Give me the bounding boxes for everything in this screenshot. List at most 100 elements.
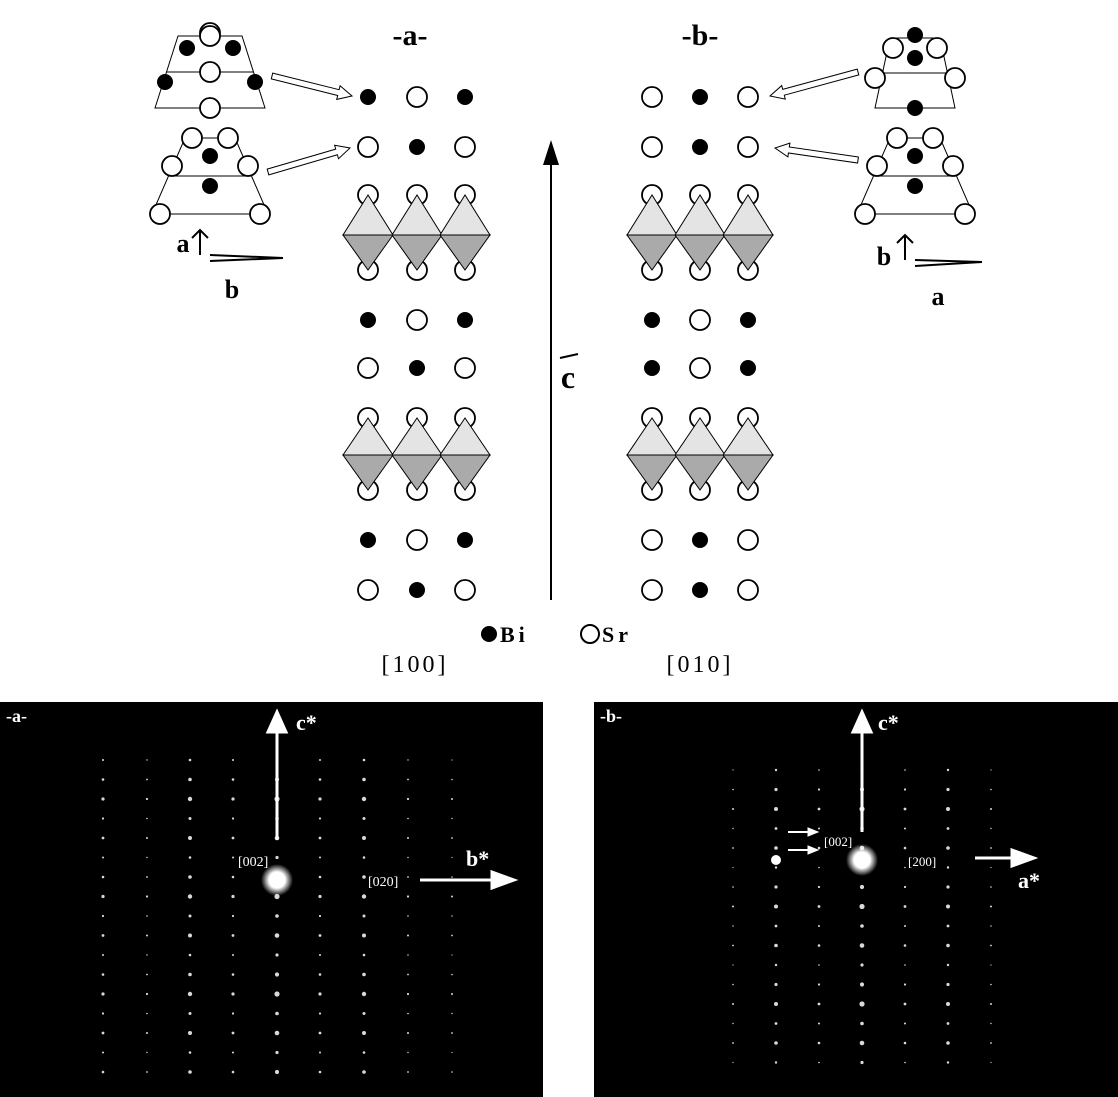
axis-label: c — [561, 359, 575, 395]
spot — [407, 876, 409, 878]
spot — [818, 1023, 820, 1025]
spot — [102, 778, 105, 781]
spot — [146, 818, 148, 820]
spot — [904, 886, 906, 888]
bi-atom — [692, 532, 708, 548]
octahedron-bottom — [343, 235, 393, 270]
spot — [407, 818, 409, 820]
spot — [732, 984, 734, 986]
axis-label: b* — [466, 846, 489, 871]
spot — [319, 1012, 321, 1014]
sr-atom — [738, 137, 758, 157]
spot — [102, 1012, 104, 1014]
spot — [102, 1071, 105, 1074]
spot — [904, 983, 906, 985]
spot — [904, 964, 906, 966]
spot — [818, 983, 820, 985]
spot — [101, 797, 104, 800]
spot — [990, 945, 992, 947]
spot — [232, 1052, 234, 1054]
spot — [451, 896, 453, 898]
zone-axis: [100] — [382, 652, 449, 678]
sr-atom — [358, 358, 378, 378]
spot — [774, 1002, 778, 1006]
spot — [319, 934, 322, 937]
spot-label: [002] — [238, 855, 268, 870]
spot-label: [002] — [824, 834, 852, 849]
spot — [407, 798, 409, 800]
spot-label: [200] — [908, 854, 936, 869]
spot — [188, 797, 192, 801]
spot — [774, 788, 777, 791]
sr-atom — [855, 204, 875, 224]
axis-arrow — [915, 262, 982, 266]
bi-atom — [907, 148, 923, 164]
spot — [146, 954, 147, 955]
sr-atom — [690, 310, 710, 330]
spot — [189, 915, 192, 918]
bi-atom — [409, 360, 425, 376]
spot — [146, 798, 148, 800]
spot — [818, 828, 820, 830]
spot — [451, 935, 453, 937]
spot — [362, 1070, 366, 1074]
spot — [275, 933, 280, 938]
octahedron-top — [675, 195, 725, 235]
octahedron-bottom — [627, 235, 677, 270]
spot — [774, 846, 778, 850]
sr-atom — [455, 137, 475, 157]
octahedron-bottom — [627, 455, 677, 490]
spot — [947, 866, 949, 868]
spot — [188, 1070, 192, 1074]
spot — [318, 895, 321, 898]
spot — [732, 1042, 734, 1044]
spot — [188, 992, 192, 996]
spot — [451, 1071, 453, 1073]
spot — [451, 1013, 452, 1014]
axis-label: c* — [296, 710, 317, 735]
spot — [774, 807, 778, 811]
sr-atom — [455, 358, 475, 378]
spot — [362, 894, 366, 898]
spot — [407, 935, 409, 937]
axis-label: a — [932, 282, 945, 311]
spot — [232, 837, 235, 840]
pointer-arrow — [775, 143, 858, 163]
spot — [363, 817, 366, 820]
spot — [451, 1052, 452, 1053]
sr-atom — [923, 128, 943, 148]
spot — [946, 905, 950, 909]
spot — [319, 778, 322, 781]
spot — [362, 1031, 366, 1035]
axis-label: c* — [878, 710, 899, 735]
spot — [319, 1071, 322, 1074]
octahedron-bottom — [723, 235, 773, 270]
spot — [319, 1032, 322, 1035]
spot — [146, 915, 148, 917]
spot — [146, 974, 148, 976]
spot — [732, 945, 734, 947]
sr-atom — [162, 156, 182, 176]
spot — [319, 973, 322, 976]
spot — [275, 914, 279, 918]
spot — [275, 856, 278, 859]
spot — [146, 857, 147, 858]
octahedron-bottom — [392, 455, 442, 490]
sr-atom — [250, 204, 270, 224]
spot — [275, 1070, 279, 1074]
spot — [860, 885, 864, 889]
bi-atom — [907, 27, 923, 43]
spot — [407, 857, 408, 858]
spot — [232, 973, 235, 976]
axis-label: a* — [1018, 868, 1040, 893]
spot — [231, 895, 234, 898]
spot — [318, 797, 321, 800]
legend-label: Bi — [500, 622, 529, 647]
spot — [818, 1042, 821, 1045]
spot — [146, 837, 148, 839]
octahedron-top — [440, 418, 490, 455]
spot — [101, 895, 104, 898]
bi-atom — [644, 360, 660, 376]
spot — [232, 778, 235, 781]
octahedron-top — [723, 418, 773, 455]
